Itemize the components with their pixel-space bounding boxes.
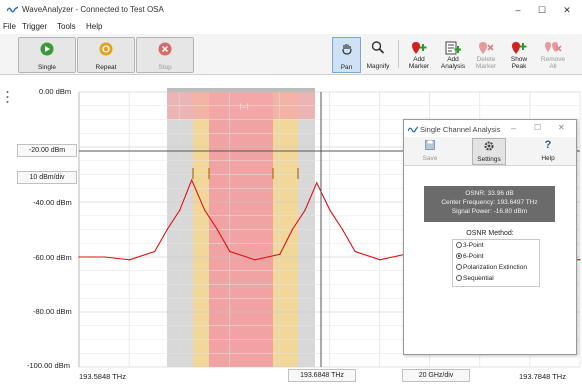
trace-point [129,259,131,261]
trace-point [104,256,106,258]
y-scale-box[interactable]: 10 dBm/div [17,171,77,184]
stop-button[interactable]: Stop [136,37,194,73]
y-tick-0: 0.00 dBm [39,87,72,96]
band-range-bar[interactable] [167,88,315,92]
dialog-close-button[interactable]: ✕ [558,123,565,132]
osnr-value: OSNR: 33.96 dB [465,190,514,197]
method-radio-sequential[interactable]: Sequential [456,274,494,284]
stop-icon [158,42,172,56]
trace-point [341,228,344,231]
signal-power-value: Signal Power: -16.80 dBm [451,208,528,215]
method-radio-6-point[interactable]: 6-Point [456,252,484,262]
radio-icon [456,242,462,249]
center-frequency-value: Center Frequency: 193.6497 THz [441,199,538,206]
trace-point [204,209,206,211]
minimize-button[interactable]: – [515,5,521,15]
radio-icon [456,275,462,282]
dialog-maximize-button[interactable]: ☐ [534,123,542,132]
y-tick-4: -80.00 dBm [33,307,72,316]
settings-button[interactable]: Settings [472,138,506,165]
menu-trigger[interactable]: Trigger [22,22,48,31]
x-center-box[interactable]: 193.6848 THz [288,369,356,382]
single-channel-analysis-dialog: Single Channel Analysis – ☐ ✕ Save Setti… [403,119,577,355]
delete-marker-icon [479,42,494,54]
close-button[interactable]: ✕ [563,5,571,15]
remove-all-icon [545,42,562,52]
trace-point [154,250,156,253]
magnify-button[interactable]: Magnify [363,37,393,71]
y-tick-2: -40.00 dBm [33,198,72,207]
trace-point [316,182,318,184]
question-icon: ? [544,139,552,151]
osnr-result-panel: OSNR: 33.96 dB Center Frequency: 193.649… [424,186,555,222]
y-tick-5: -100.00 dBm [27,361,70,370]
repeat-button[interactable]: Repeat [77,37,135,73]
x-tick-right: 193.7848 THz [519,372,566,381]
dialog-title-bar[interactable]: Single Channel Analysis – ☐ ✕ [404,120,576,137]
delete-marker-button[interactable]: Delete Marker [471,37,501,71]
trace-point [329,209,331,211]
trace-point [254,259,256,261]
method-radio-3-point[interactable]: 3-Point [456,241,484,251]
trace-point [579,259,581,261]
spectrum-chart[interactable]: |↔| [0,75,582,390]
pan-button[interactable]: Pan [332,37,361,73]
single-button[interactable]: Single [18,37,76,73]
method-radio-polarization-extinction[interactable]: Polarization Extinction [456,263,527,273]
title-bar: WaveAnalyzer - Connected to Test OSA – ☐… [0,0,582,20]
radio-selected-icon [456,253,462,260]
main-toolbar: Single Repeat Stop Pan Magnify Add Marker… [0,34,582,75]
magnify-icon [371,41,385,54]
save-icon [425,140,435,150]
osnr-method-group: 3-Point 6-Point Polarization Extinction … [452,239,540,287]
osnr-method-label: OSNR Method: [466,230,514,237]
trace-point [229,250,231,253]
wave-app-icon [7,6,18,13]
gear-icon [484,141,494,151]
remove-all-button[interactable]: Remove All [537,37,569,71]
repeat-icon [99,42,113,56]
y-tick-3: -60.00 dBm [33,253,72,262]
add-marker-button[interactable]: Add Marker [404,37,434,71]
trace-point [191,179,193,181]
trace-point [291,228,293,231]
toolbar-separator [398,40,399,68]
x-span-box[interactable]: 20 GHz/div [402,369,470,382]
dialog-toolbar: Save Settings ? Help [404,137,576,166]
band-handle-icon: |↔| [239,104,249,110]
y-tick-1[interactable]: -20.00 dBm [17,144,77,157]
trace-point [216,228,218,231]
menu-help[interactable]: Help [86,22,103,31]
hand-icon [341,44,352,55]
add-marker-icon [412,42,427,54]
trace-point [304,209,306,211]
menu-tools[interactable]: Tools [57,22,76,31]
window-title: WaveAnalyzer - Connected to Test OSA [22,5,164,14]
trace-point [379,259,381,261]
help-button[interactable]: ? Help [534,138,562,163]
menu-bar: File Trigger Tools Help [0,20,582,34]
trace-point [179,209,181,211]
show-peak-button[interactable]: Show Peak [504,37,534,71]
add-analysis-button[interactable]: Add Analysis [437,37,469,71]
save-button[interactable]: Save [416,138,444,163]
dialog-title: Single Channel Analysis [420,125,501,134]
x-tick-left: 193.5848 THz [79,372,126,381]
dialog-minimize-button[interactable]: – [511,123,517,133]
add-analysis-icon [445,41,461,55]
trace-point [166,228,168,231]
wave-app-icon [408,126,418,133]
play-icon [40,42,54,56]
menu-file[interactable]: File [3,22,16,31]
panel-grip-icon [6,91,9,103]
radio-icon [456,264,462,271]
trace-point [279,253,281,255]
maximize-button[interactable]: ☐ [537,5,547,15]
show-peak-icon [512,42,527,54]
trace-point [354,250,356,253]
trace-point [78,256,80,258]
